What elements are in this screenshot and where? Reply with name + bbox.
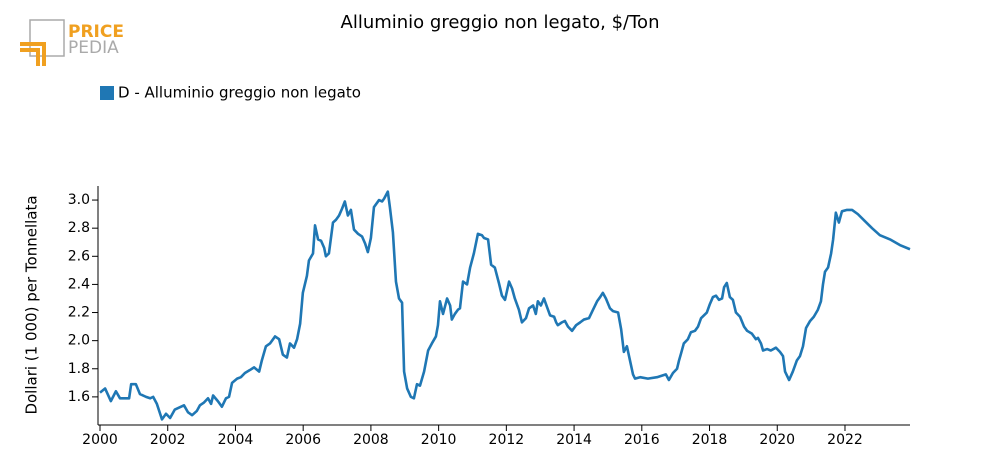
x-tick-label: 2002: [150, 432, 186, 448]
x-tick-label: 2020: [759, 432, 795, 448]
x-tick-label: 2010: [421, 432, 457, 448]
x-tick-label: 2008: [353, 432, 389, 448]
logo: PRICE PEDIA: [20, 19, 124, 66]
logo-icon: [20, 42, 46, 66]
y-tick-label: 1.6: [68, 389, 90, 405]
x-tick-label: 2004: [218, 432, 254, 448]
y-tick-label: 2.8: [68, 220, 90, 236]
logo-frame: [29, 19, 65, 57]
chart-title: Alluminio greggio non legato, $/Ton: [341, 12, 660, 33]
x-tick-label: 2016: [624, 432, 660, 448]
y-tick-label: 1.8: [68, 361, 90, 377]
legend-label: D - Alluminio greggio non legato: [118, 84, 361, 102]
logo-bottom: PEDIA: [68, 38, 119, 58]
x-tick-label: 2018: [692, 432, 728, 448]
y-tick-label: 2.4: [68, 276, 90, 292]
y-axis-label: Dollari (1 000) per Tonnellata: [23, 195, 41, 414]
x-tick-label: 2000: [82, 432, 118, 448]
y-tick-label: 3.0: [68, 192, 90, 208]
y-tick-label: 2.0: [68, 333, 90, 349]
legend-swatch: [100, 86, 114, 100]
x-tick-label: 2022: [827, 432, 863, 448]
x-tick-label: 2012: [489, 432, 525, 448]
x-tick-label: 2006: [285, 432, 321, 448]
y-tick-label: 2.2: [68, 305, 90, 321]
logo-top: PRICE: [68, 22, 124, 42]
line-series: [99, 190, 911, 421]
x-tick-label: 2014: [556, 432, 592, 448]
y-tick-label: 2.6: [68, 248, 90, 264]
